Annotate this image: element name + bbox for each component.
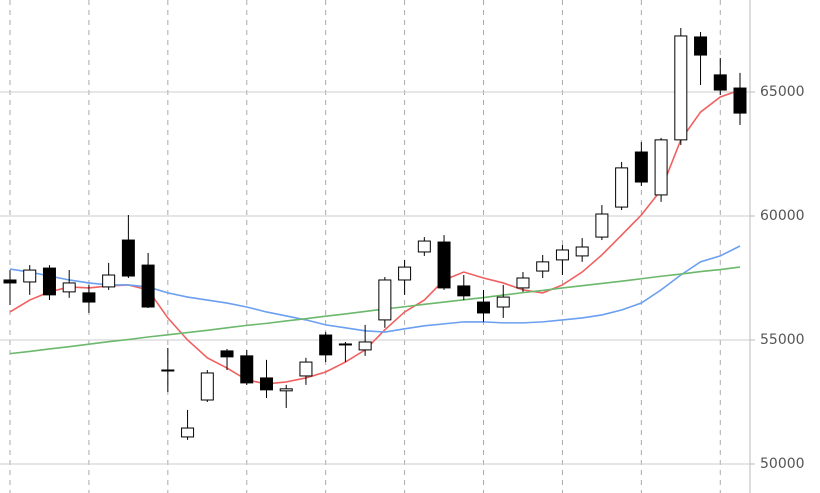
candle-body — [319, 334, 333, 356]
candle-body — [417, 240, 431, 253]
candle-body — [181, 427, 195, 438]
candle-body — [615, 167, 629, 208]
candle-body — [82, 292, 96, 303]
candle-body — [694, 36, 708, 56]
candle-body — [299, 361, 313, 377]
y-tick-label: 60000 — [760, 208, 805, 224]
y-tick-label: 50000 — [760, 456, 805, 472]
candle-body — [595, 213, 609, 238]
moving-average-line — [9, 245, 741, 333]
candle-body — [496, 296, 510, 308]
candle-body — [3, 279, 17, 284]
candle-body — [200, 372, 214, 401]
candle-body — [23, 269, 37, 283]
candle-body — [161, 369, 175, 372]
candle-body — [477, 301, 491, 314]
candle-body — [240, 355, 254, 384]
candle-body — [42, 267, 56, 296]
candle-body — [575, 246, 589, 257]
moving-average-line — [9, 266, 741, 355]
candle-body — [516, 277, 530, 289]
candle-body — [62, 282, 76, 293]
candle-body — [457, 285, 471, 297]
candle-body — [437, 241, 451, 289]
candle-body — [536, 261, 550, 272]
y-tick-label: 55000 — [760, 332, 805, 348]
candle-body — [220, 350, 234, 358]
candle-body — [338, 343, 352, 346]
y-tick-label: 65000 — [760, 84, 805, 100]
candle-body — [358, 341, 372, 351]
candle-body — [121, 239, 135, 277]
candle-body — [378, 279, 392, 321]
candle-body — [398, 266, 412, 281]
candle-body — [733, 87, 747, 114]
candle-body — [674, 35, 688, 141]
candle-body — [713, 74, 727, 91]
candle-body — [555, 249, 569, 261]
candle-body — [654, 139, 668, 196]
candle-body — [141, 264, 155, 308]
candle-body — [102, 274, 116, 288]
candle-body — [634, 151, 648, 183]
candle-body — [259, 377, 273, 391]
candle-body — [279, 388, 293, 392]
